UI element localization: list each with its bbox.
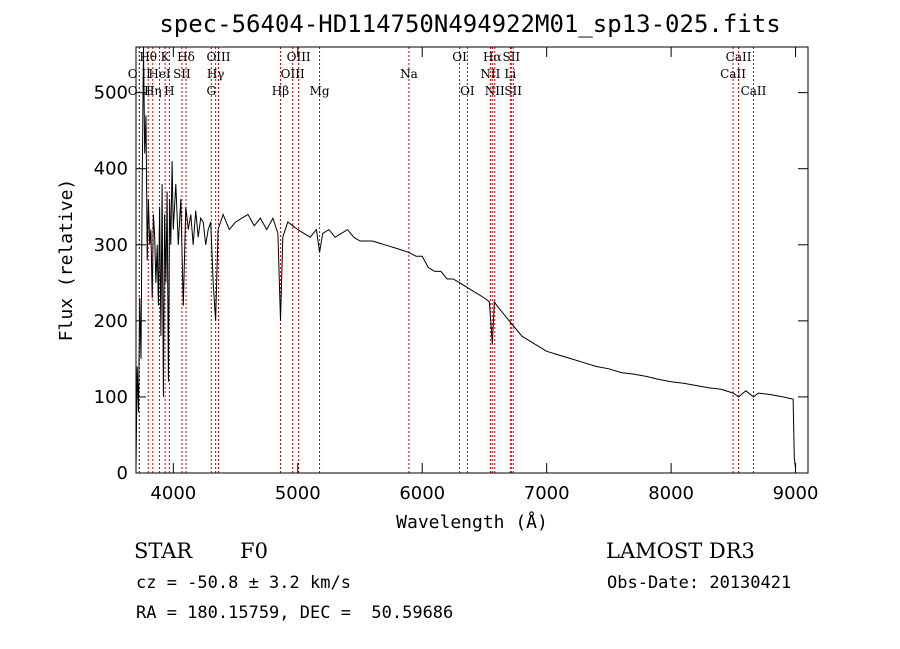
y-tick-label: 100 (94, 387, 128, 408)
x-tick-label: 8000 (648, 483, 694, 504)
line-marker-label: K (161, 50, 171, 64)
line-marker-label: OI (460, 84, 475, 98)
line-marker-label: O II (128, 84, 151, 98)
flux-series-line (135, 46, 797, 470)
survey-name: LAMOST DR3 (606, 539, 755, 563)
line-marker-label: SII (173, 67, 191, 81)
redshift-cz: cz = -50.8 ± 3.2 km/s (136, 573, 351, 593)
line-marker-label: Hα (483, 50, 502, 64)
line-marker-label: CaII (726, 50, 752, 64)
line-marker-label: Li (504, 67, 516, 81)
y-tick-label: 200 (94, 311, 128, 332)
line-marker-label: Hδ (177, 50, 195, 64)
x-tick-label: 4000 (150, 483, 196, 504)
x-axis-ticks: 4000 5000 6000 7000 8000 9000 (150, 47, 818, 504)
line-markers (138, 47, 754, 473)
line-marker-label: CaII (741, 84, 767, 98)
chart-title: spec-56404-HD114750N494922M01_sp13-025.f… (159, 10, 780, 38)
object-type: STAR (134, 539, 193, 563)
x-tick-label: 7000 (524, 483, 570, 504)
x-tick-label: 9000 (773, 483, 819, 504)
line-marker-label: Mg (310, 84, 330, 98)
line-marker-label: SII (502, 50, 520, 64)
line-marker-label: CaII (720, 67, 746, 81)
line-marker-label: OIII (287, 50, 311, 64)
x-tick-label: 5000 (275, 483, 321, 504)
line-marker-label: Hβ (272, 84, 289, 98)
y-tick-label: 300 (94, 235, 128, 256)
y-tick-label: 0 (117, 463, 128, 484)
line-marker-label: OIII (281, 67, 305, 81)
line-marker-label: NII (485, 84, 505, 98)
line-marker-label: O II (128, 67, 151, 81)
line-marker-label: NII (480, 67, 500, 81)
line-marker-label: H (164, 84, 174, 98)
line-marker-label: OI (452, 50, 467, 64)
y-tick-label: 500 (94, 83, 128, 104)
ra-dec: RA = 180.15759, DEC = 50.59686 (136, 603, 454, 623)
y-axis-label: Flux (relative) (56, 179, 77, 342)
line-marker-label: G (206, 84, 216, 98)
x-axis-label: Wavelength (Å) (396, 511, 548, 533)
y-tick-label: 400 (94, 159, 128, 180)
line-marker-label: Na (400, 67, 418, 81)
obs-date: Obs-Date: 20130421 (607, 573, 792, 593)
line-marker-label: Hγ (207, 67, 225, 81)
y-axis-ticks: 0 100 200 300 400 500 (94, 83, 808, 484)
line-marker-label: SII (504, 84, 522, 98)
line-marker-label: HeI (148, 67, 171, 81)
line-marker-label: Hθ (139, 50, 157, 64)
object-subclass: F0 (240, 539, 268, 563)
x-tick-label: 6000 (399, 483, 445, 504)
line-marker-label: OIII (206, 50, 230, 64)
plot-frame (135, 46, 809, 474)
line-marker-label: Hη (144, 84, 162, 98)
